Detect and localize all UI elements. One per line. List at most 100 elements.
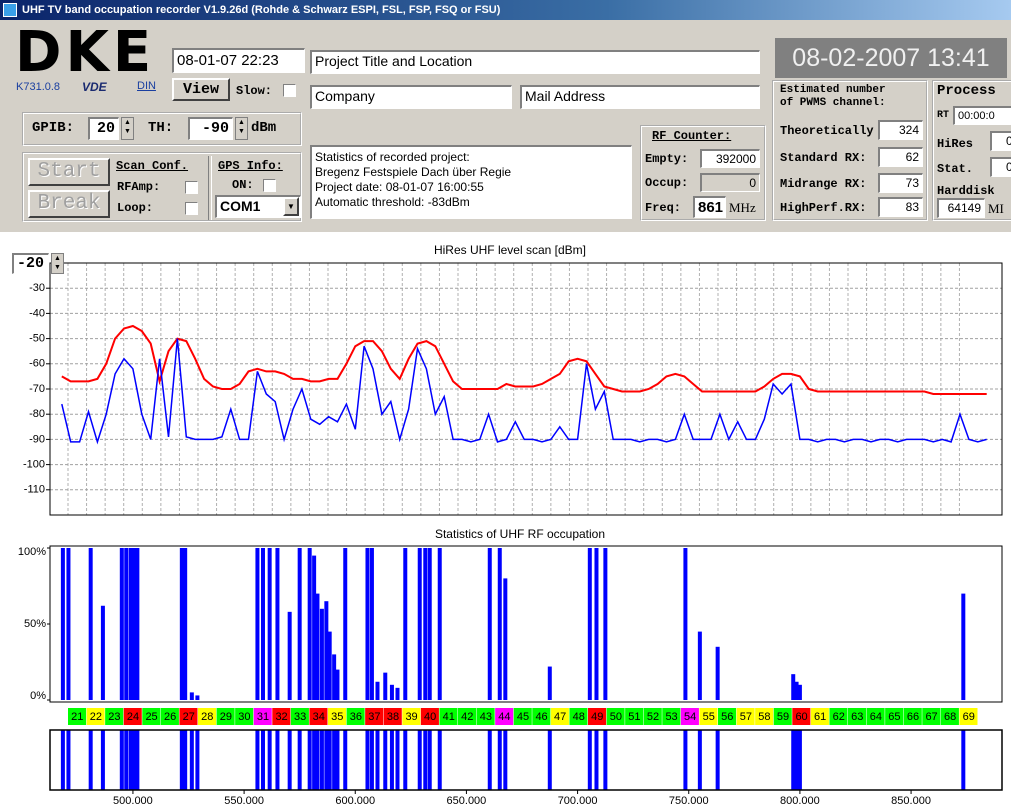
channel-cell — [940, 708, 959, 725]
channel-cell — [680, 708, 699, 725]
occupied-marker — [179, 730, 184, 790]
y-tick-label: -80 — [29, 408, 45, 420]
bar — [312, 555, 317, 700]
channel-cell — [346, 708, 365, 725]
occupied-marker — [324, 730, 329, 790]
bar — [267, 548, 272, 700]
occupied-marker — [297, 730, 302, 790]
slow-checkbox[interactable] — [283, 84, 296, 97]
pwms-value: 73 — [878, 173, 923, 193]
channel-cell — [755, 708, 774, 725]
bar — [335, 669, 340, 700]
harddisk-label: Harddisk — [937, 184, 995, 198]
gps-on-label: ON: — [232, 178, 254, 192]
y-tick-label: -40 — [29, 307, 45, 319]
title-bar: UHF TV band occupation recorder V1.9.26d… — [0, 0, 1011, 20]
th-spinner[interactable]: ▲ ▼ — [235, 117, 248, 140]
channel-label: 30 — [238, 711, 250, 723]
occupied-marker — [683, 730, 688, 790]
channel-label: 55 — [703, 711, 715, 723]
rfamp-checkbox[interactable] — [185, 181, 198, 194]
bar — [587, 548, 592, 700]
logo-text: DKE — [15, 20, 156, 85]
y-max-spinner[interactable]: ▲ ▼ — [51, 253, 64, 274]
channel-cell — [550, 708, 569, 725]
gpib-spinner[interactable]: ▲ ▼ — [121, 117, 134, 140]
channel-cell — [142, 708, 161, 725]
th-label: TH: — [148, 120, 174, 136]
channel-label: 31 — [257, 711, 269, 723]
bar — [315, 593, 320, 700]
x-tick-label: 700.000 — [558, 795, 598, 807]
strip-frame — [49, 729, 1003, 791]
bar — [287, 611, 292, 700]
pwms-value: 324 — [878, 120, 923, 140]
occupied-marker — [327, 730, 332, 790]
y-max-field[interactable]: -20 — [12, 253, 49, 274]
channel-label: 33 — [294, 711, 306, 723]
company-field[interactable]: Company — [310, 85, 512, 109]
channel-label: 63 — [851, 711, 863, 723]
loop-checkbox[interactable] — [185, 202, 198, 215]
break-button[interactable]: Break — [28, 190, 110, 218]
project-title-field[interactable]: Project Title and Location — [310, 50, 760, 74]
channel-label: 54 — [684, 711, 696, 723]
start-time-field[interactable]: 08-01-07 22:23 — [172, 48, 305, 73]
occupied-marker — [715, 730, 720, 790]
y-tick-label: 50% — [24, 618, 46, 630]
gpib-field[interactable]: 20 — [88, 117, 119, 140]
app-icon — [3, 3, 17, 17]
th-field[interactable]: -90 — [188, 117, 233, 140]
logo-din: DIN — [137, 80, 156, 92]
channel-label: 57 — [740, 711, 752, 723]
channel-cell — [792, 708, 811, 725]
stat-label: Stat. — [937, 162, 974, 176]
bar — [547, 666, 552, 700]
bar — [697, 631, 702, 700]
clock: 08-02-2007 13:41 — [775, 38, 1007, 78]
occup-label: Occup: — [645, 176, 689, 190]
y-tick-label: -100 — [23, 459, 45, 471]
channel-cell — [922, 708, 941, 725]
channel-cell — [160, 708, 179, 725]
channel-cell — [736, 708, 755, 725]
start-button[interactable]: Start — [28, 158, 110, 186]
x-tick-label: 600.000 — [335, 795, 375, 807]
statistics-line: Bregenz Festspiele Dach über Regie — [315, 165, 512, 179]
bar — [497, 548, 502, 700]
empty-field: 392000 — [700, 149, 760, 168]
channel-cell — [829, 708, 848, 725]
mail-field[interactable]: Mail Address — [520, 85, 760, 109]
channel-cell — [513, 708, 532, 725]
channel-cell — [903, 708, 922, 725]
occupied-marker — [315, 730, 320, 790]
channel-label: 49 — [591, 711, 603, 723]
gps-on-checkbox[interactable] — [263, 179, 276, 192]
channel-label: 41 — [443, 711, 455, 723]
occupied-marker — [135, 730, 140, 790]
bar — [66, 548, 71, 700]
channel-cell — [848, 708, 867, 725]
occupied-marker — [369, 730, 374, 790]
x-tick-label: 850.000 — [891, 795, 931, 807]
bar — [797, 684, 802, 700]
channel-label: 56 — [721, 711, 733, 723]
channel-cell — [198, 708, 217, 725]
channel-label: 26 — [164, 711, 176, 723]
bar — [327, 631, 332, 700]
plot-frame — [49, 545, 1003, 703]
channel-cell — [439, 708, 458, 725]
pwms-label: Theoretically — [780, 124, 874, 138]
view-button[interactable]: View — [172, 78, 230, 101]
occupied-marker — [961, 730, 966, 790]
channel-cell — [885, 708, 904, 725]
channel-label: 34 — [313, 711, 325, 723]
bar — [365, 548, 370, 700]
com-dropdown[interactable]: ▼ — [283, 197, 299, 216]
y-tick-label: -70 — [29, 383, 45, 395]
occupied-marker — [587, 730, 592, 790]
rfamp-label: RFAmp: — [117, 180, 161, 194]
com-select[interactable]: COM1 — [215, 195, 301, 218]
bar — [275, 548, 280, 700]
occupied-marker — [307, 730, 312, 790]
